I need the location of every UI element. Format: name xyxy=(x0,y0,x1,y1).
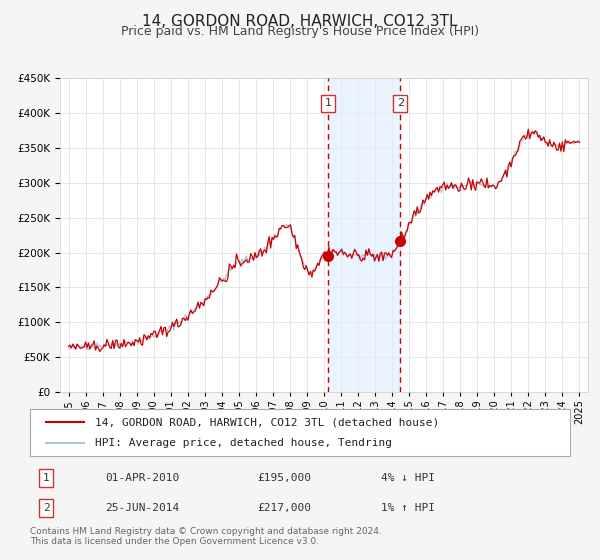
Text: 01-APR-2010: 01-APR-2010 xyxy=(106,473,180,483)
Text: Contains HM Land Registry data © Crown copyright and database right 2024.
This d: Contains HM Land Registry data © Crown c… xyxy=(30,526,382,546)
Text: £195,000: £195,000 xyxy=(257,473,311,483)
Text: 2: 2 xyxy=(397,99,404,109)
Text: 2: 2 xyxy=(43,503,50,514)
Text: 1% ↑ HPI: 1% ↑ HPI xyxy=(381,503,435,514)
Text: 14, GORDON ROAD, HARWICH, CO12 3TL: 14, GORDON ROAD, HARWICH, CO12 3TL xyxy=(142,14,458,29)
Text: 25-JUN-2014: 25-JUN-2014 xyxy=(106,503,180,514)
Text: £217,000: £217,000 xyxy=(257,503,311,514)
Text: 1: 1 xyxy=(43,473,50,483)
Text: 4% ↓ HPI: 4% ↓ HPI xyxy=(381,473,435,483)
Text: HPI: Average price, detached house, Tendring: HPI: Average price, detached house, Tend… xyxy=(95,438,392,448)
Text: Price paid vs. HM Land Registry's House Price Index (HPI): Price paid vs. HM Land Registry's House … xyxy=(121,25,479,38)
Text: 1: 1 xyxy=(325,99,332,109)
Text: 14, GORDON ROAD, HARWICH, CO12 3TL (detached house): 14, GORDON ROAD, HARWICH, CO12 3TL (deta… xyxy=(95,417,439,427)
